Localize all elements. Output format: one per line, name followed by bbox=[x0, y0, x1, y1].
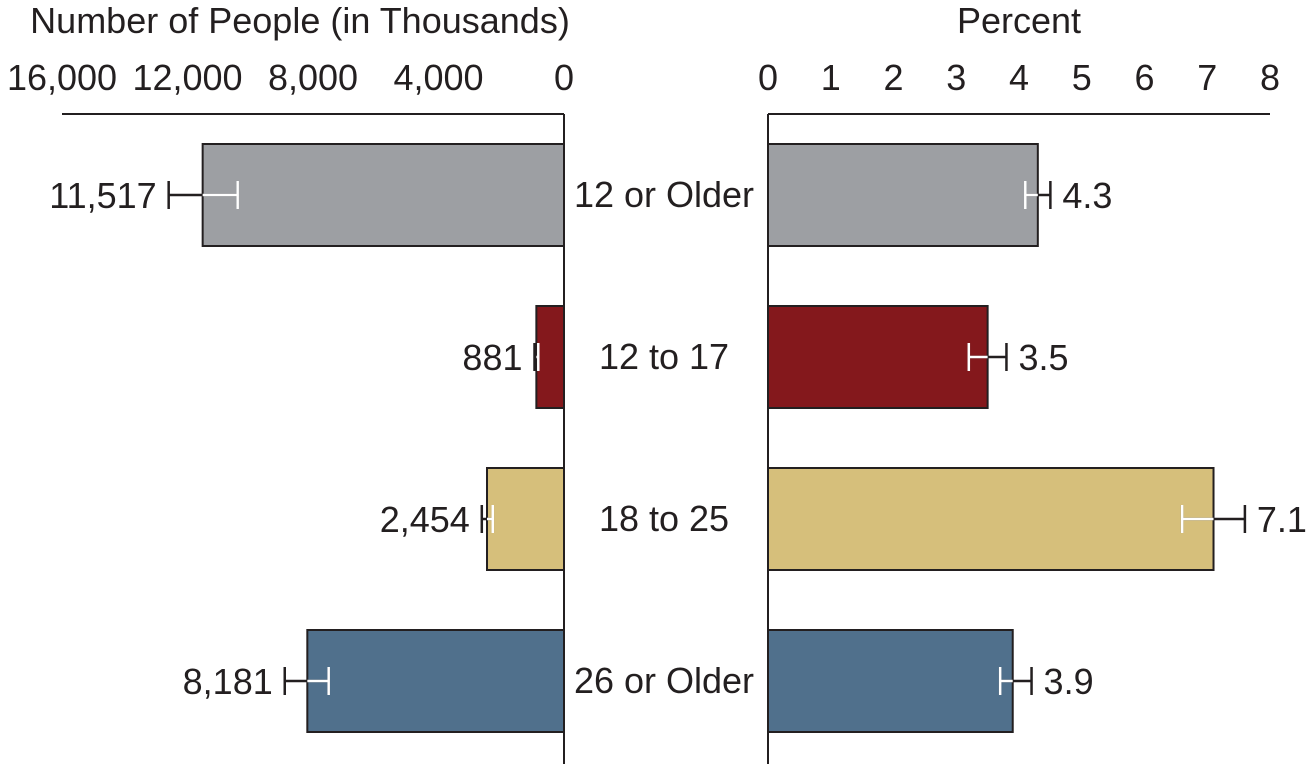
right-value-label: 4.3 bbox=[1062, 175, 1112, 216]
right-tick-label: 8 bbox=[1260, 57, 1280, 98]
left-panel: Number of People (in Thousands) 16,000 12… bbox=[7, 0, 574, 764]
right-tick-label: 0 bbox=[758, 57, 778, 98]
right-tick-labels: 0 1 2 3 4 5 6 7 8 bbox=[758, 57, 1280, 98]
right-tick-label: 4 bbox=[1009, 57, 1029, 98]
left-error-bar-inner bbox=[487, 505, 495, 533]
right-bars: 4.3 3.5 7.1 3.9 bbox=[767, 143, 1307, 733]
left-tick-label: 4,000 bbox=[393, 57, 483, 98]
right-value-label: 7.1 bbox=[1257, 499, 1307, 540]
left-bars: 11,517 881 2,454 8,181 bbox=[49, 143, 566, 733]
left-tick-label: 16,000 bbox=[7, 57, 117, 98]
right-bar bbox=[767, 629, 1014, 733]
right-tick-label: 3 bbox=[946, 57, 966, 98]
right-tick-label: 1 bbox=[821, 57, 841, 98]
right-tick-label: 5 bbox=[1072, 57, 1092, 98]
right-bar bbox=[767, 143, 1039, 247]
right-tick-label: 2 bbox=[883, 57, 903, 98]
right-error-bar-inner bbox=[967, 343, 988, 371]
left-bar bbox=[486, 467, 565, 571]
left-tick-label: 12,000 bbox=[132, 57, 242, 98]
left-value-label: 8,181 bbox=[183, 661, 273, 702]
category-label: 12 or Older bbox=[574, 174, 754, 215]
category-label: 12 to 17 bbox=[599, 336, 729, 377]
right-error-bar-inner bbox=[1024, 181, 1038, 209]
right-bar bbox=[767, 467, 1215, 571]
right-bar bbox=[767, 305, 989, 409]
right-panel: Percent 0 1 2 3 4 5 6 7 8 4.3 3.5 7.1 3.9 bbox=[758, 0, 1307, 764]
left-error-bar-inner bbox=[307, 667, 330, 695]
left-value-label: 2,454 bbox=[380, 499, 470, 540]
left-error-bar-inner bbox=[202, 181, 239, 209]
left-error-bar-inner bbox=[536, 343, 540, 371]
left-bar bbox=[201, 143, 566, 247]
right-value-label: 3.5 bbox=[1018, 337, 1068, 378]
category-label: 18 to 25 bbox=[599, 498, 729, 539]
left-bar bbox=[306, 629, 565, 733]
category-labels: 12 or Older 12 to 17 18 to 25 26 or Older bbox=[574, 174, 754, 701]
right-error-bar-inner bbox=[998, 667, 1013, 695]
left-tick-label: 8,000 bbox=[268, 57, 358, 98]
left-axis-title: Number of People (in Thousands) bbox=[30, 0, 570, 41]
left-value-label: 881 bbox=[462, 337, 522, 378]
right-value-label: 3.9 bbox=[1044, 661, 1094, 702]
right-tick-label: 7 bbox=[1197, 57, 1217, 98]
left-tick-label: 0 bbox=[554, 57, 574, 98]
left-value-label: 11,517 bbox=[49, 175, 156, 216]
right-axis-title: Percent bbox=[957, 0, 1081, 41]
left-bar bbox=[535, 305, 566, 409]
right-tick-label: 6 bbox=[1134, 57, 1154, 98]
right-error-bar-inner bbox=[1180, 505, 1214, 533]
left-tick-labels: 16,000 12,000 8,000 4,000 0 bbox=[7, 57, 574, 98]
category-label: 26 or Older bbox=[574, 660, 754, 701]
